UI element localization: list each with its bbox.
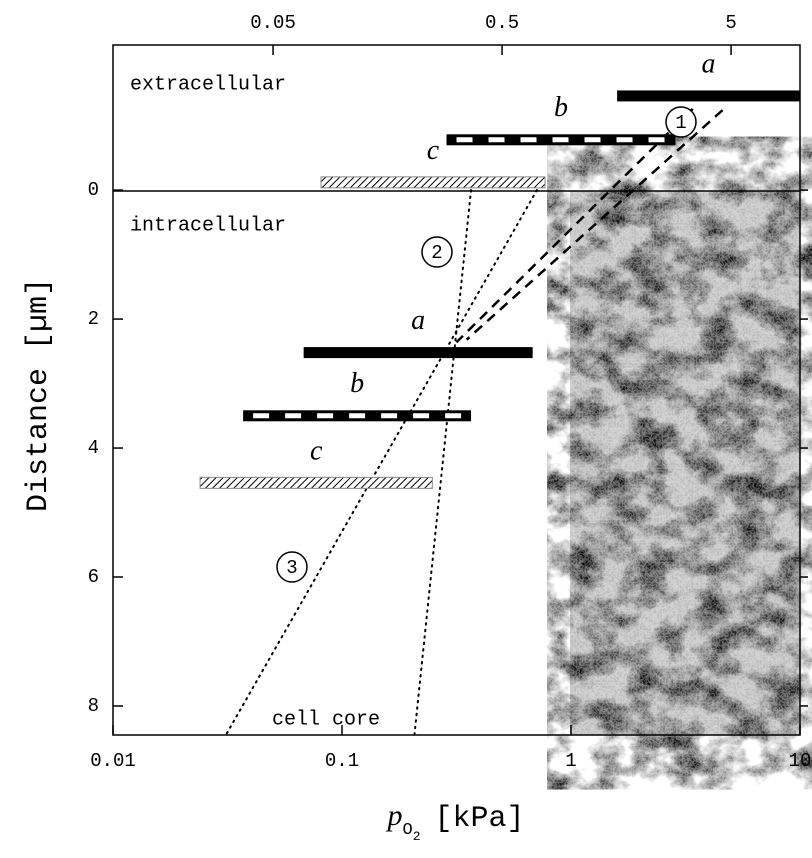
bar-label: b (350, 368, 364, 399)
plot-frame (112, 44, 801, 736)
range-bar (617, 90, 800, 102)
region-label: cell core (272, 708, 380, 731)
range-bar (199, 476, 433, 489)
bar-label: a (702, 48, 716, 79)
x-tick-label: 0.1 (325, 750, 359, 772)
bar-label: c (310, 435, 323, 466)
annotation: 3 (286, 557, 297, 579)
region-label: intracellular (130, 214, 286, 237)
bar-label: a (411, 305, 425, 336)
micrograph (570, 191, 800, 735)
x-tick-label: 1 (565, 750, 576, 772)
range-bar (303, 347, 533, 359)
x-tick-label: 10 (789, 750, 812, 772)
x-label-symbol: p (385, 799, 402, 832)
annotation: 1 (675, 112, 686, 134)
y-tick-label: 2 (88, 308, 99, 330)
annotation: 2 (431, 242, 442, 264)
profile-line (455, 107, 694, 344)
x-tick-label: 0.01 (90, 750, 136, 772)
y-tick-label: 4 (88, 437, 99, 459)
y-tick-label: 0 (88, 179, 99, 201)
x2-tick-label: 0.5 (485, 12, 519, 34)
region-label: extracellular (130, 73, 286, 96)
x-label-sub: O (402, 821, 412, 840)
y-tick-label: 8 (88, 695, 99, 717)
x2-tick-label: 0.05 (250, 12, 296, 34)
annotation-circle (276, 551, 308, 583)
x-label-unit: [kPa] (435, 802, 525, 836)
y-axis-label: Distance [µm] (22, 278, 56, 512)
bar-label: c (427, 135, 440, 166)
annotation-circle (421, 236, 453, 268)
profile-line (224, 189, 538, 737)
profile-line (465, 109, 724, 341)
bar-label: b (554, 92, 568, 123)
profile-line (413, 189, 473, 737)
x2-tick-label: 5 (725, 12, 736, 34)
x-label-subsub: 2 (413, 829, 421, 844)
annotation-circle (665, 106, 697, 138)
x-axis-label: pO2 [kPa] (385, 799, 524, 845)
range-bar (320, 176, 546, 189)
y-tick-label: 6 (88, 566, 99, 588)
